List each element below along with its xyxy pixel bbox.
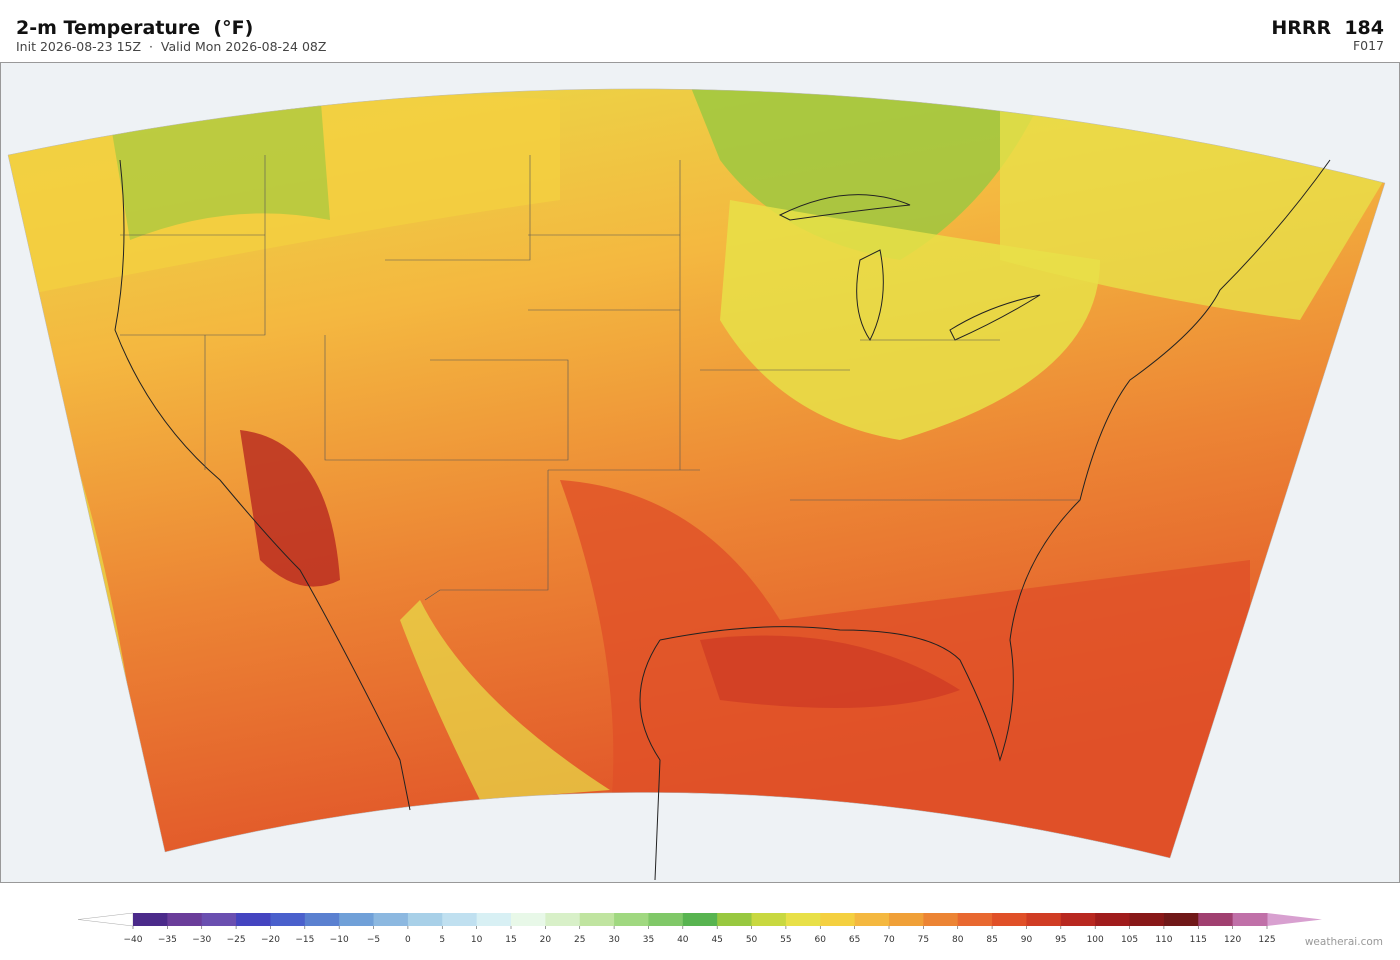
colorbar-swatch [957, 913, 993, 926]
colorbar-tick-label: −40 [124, 935, 143, 945]
colorbar-swatch [545, 913, 581, 926]
colorbar-tick-label: 30 [608, 935, 620, 945]
colorbar-tick-label: −10 [330, 935, 349, 945]
colorbar-tick-label: 100 [1087, 935, 1104, 945]
colorbar-tick-label: 50 [746, 935, 758, 945]
state-borders [120, 155, 1080, 601]
colorbar-tick-label: 45 [711, 935, 722, 945]
colorbar-swatch [167, 913, 203, 926]
temperature-field [8, 88, 1385, 858]
colorbar-tick-label: 40 [677, 935, 689, 945]
colorbar-swatch [682, 913, 718, 926]
colorbar-tick-label: 110 [1155, 935, 1172, 945]
colorbar-tick-label: 95 [1055, 935, 1066, 945]
colorbar-swatch [923, 913, 959, 926]
colorbar-tick-label: 0 [405, 935, 411, 945]
colorbar-swatch [889, 913, 924, 926]
colorbar-tick-label: −25 [227, 935, 246, 945]
colorbar-swatch [339, 913, 375, 926]
colorbar-tick-label: 85 [986, 935, 997, 945]
colorbar-swatch [201, 913, 237, 926]
colorbar-swatch [407, 913, 443, 926]
colorbar-swatch [648, 913, 684, 926]
domain-edge [7, 88, 1386, 859]
colorbar-swatch [579, 913, 615, 926]
colorbar-tick-label: 75 [918, 935, 929, 945]
title: 2-m Temperature (°F) [16, 17, 253, 39]
colorbar-tick-label: 10 [471, 935, 483, 945]
colorbar-tick-label: 15 [505, 935, 516, 945]
colorbar-swatch [1060, 913, 1096, 926]
colorbar-swatch [476, 913, 512, 926]
colorbar-tick-label: −20 [261, 935, 280, 945]
model-label: HRRR 184 [1271, 17, 1384, 39]
colorbar-swatch [133, 913, 168, 926]
colorbar-tick-label: 90 [1021, 935, 1033, 945]
colorbar-tick-label: 35 [643, 935, 654, 945]
colorbar-tick-label: −5 [367, 935, 380, 945]
colorbar-swatch [717, 913, 753, 926]
colorbar-tick-label: −15 [295, 935, 314, 945]
colorbar-swatch [614, 913, 649, 926]
colorbar-tick-label: 115 [1190, 935, 1207, 945]
colorbar-tick-label: 5 [439, 935, 445, 945]
colorbar-swatch [304, 913, 340, 926]
colorbar-tick-label: −30 [192, 935, 211, 945]
colorbar-swatch [785, 913, 821, 926]
colorbar-tick-label: 70 [883, 935, 895, 945]
colorbar-swatch [992, 913, 1027, 926]
colorbar-swatch [751, 913, 787, 926]
colorbar-swatch [511, 913, 546, 926]
colorbar-tick-label: 125 [1258, 935, 1275, 945]
credit: weatherai.com [1305, 936, 1383, 948]
colorbar-over [1267, 913, 1322, 926]
colorbar-swatch [1163, 913, 1199, 926]
forecast-hour: F017 [1353, 38, 1384, 53]
colorbar-tick-label: 105 [1121, 935, 1138, 945]
colorbar-tick-label: 60 [815, 935, 827, 945]
colorbar-swatch [1095, 913, 1131, 926]
colorbar-swatch [270, 913, 306, 926]
colorbar-swatch [854, 913, 890, 926]
colorbar-swatch [1198, 913, 1234, 926]
colorbar: −40 −35 −30 −25 −20 −15 −10 −5 0 5 10 15 20 25 30 35 40 4… [77, 912, 1322, 945]
coastlines [114, 159, 1331, 881]
colorbar-swatch [442, 913, 478, 926]
colorbar-tick-label: 80 [952, 935, 964, 945]
colorbar-swatch [373, 913, 409, 926]
colorbar-swatch [1026, 913, 1062, 926]
colorbar-swatch [1232, 913, 1268, 926]
colorbar-tick-label: 65 [849, 935, 860, 945]
colorbar-swatch [1129, 913, 1165, 926]
colorbar-tick-label: 20 [540, 935, 552, 945]
colorbar-tick-label: −35 [158, 935, 177, 945]
subtitle: Init 2026-08-23 15Z · Valid Mon 2026-08-… [16, 39, 326, 54]
colorbar-swatch [236, 913, 271, 926]
colorbar-tick-label: 120 [1224, 935, 1241, 945]
colorbar-tick-label: 25 [574, 935, 585, 945]
colorbar-tick-label: 55 [780, 935, 791, 945]
colorbar-swatch [820, 913, 856, 926]
colorbar-under [77, 912, 134, 927]
